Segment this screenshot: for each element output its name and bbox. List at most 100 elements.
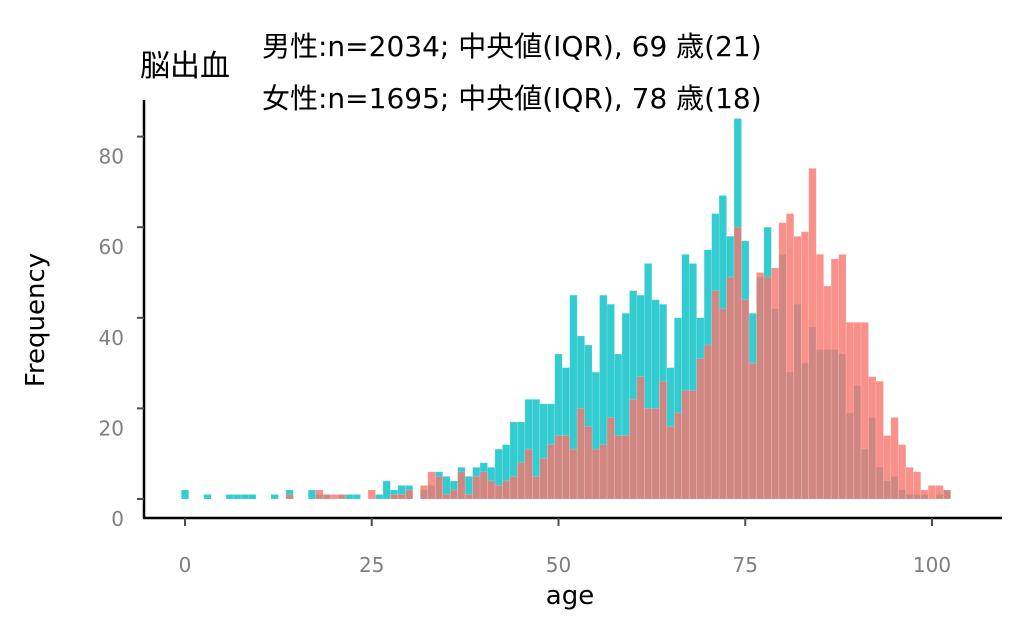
histogram-bar xyxy=(942,489,951,500)
y-axis-ticks: 0 20 40 60 80 xyxy=(99,135,144,531)
histogram-bar xyxy=(800,231,810,500)
histogram-bar xyxy=(853,322,862,500)
histogram-bar xyxy=(337,494,346,500)
histogram-bar xyxy=(868,376,877,500)
histogram-bar xyxy=(763,276,772,500)
histogram-bar xyxy=(845,322,854,500)
axes: 0 20 40 60 80 0 25 50 75 100 xyxy=(99,100,1002,577)
x-tick-label: 50 xyxy=(546,553,571,577)
x-tick-label: 100 xyxy=(913,553,951,577)
histogram-bar xyxy=(225,494,234,500)
histogram-bar xyxy=(419,485,429,500)
histogram-bar xyxy=(875,380,884,500)
histogram-bar xyxy=(830,258,839,500)
histogram-bar xyxy=(815,254,824,500)
histogram-bar xyxy=(561,435,571,500)
histogram-bar xyxy=(576,408,585,500)
histogram-bar xyxy=(741,299,750,500)
histogram-bar xyxy=(322,494,331,500)
histogram-bar xyxy=(397,494,406,500)
histogram-bar xyxy=(778,222,787,500)
y-tick-label: 80 xyxy=(99,145,124,169)
histogram-bar xyxy=(756,272,765,500)
histogram-bar xyxy=(479,471,488,500)
histogram-bar xyxy=(345,494,354,500)
histogram-bar xyxy=(681,389,690,500)
histogram-bar xyxy=(703,344,712,500)
histogram-bar xyxy=(375,494,384,500)
histogram-bar xyxy=(614,435,623,500)
histogram-bar xyxy=(330,494,339,500)
histogram-bar xyxy=(494,485,503,500)
chart-subtitle-male: 男性:n=2034; 中央値(IQR), 69 歳(21) xyxy=(262,30,762,63)
histogram-bar xyxy=(240,494,249,500)
x-tick-label: 75 xyxy=(733,553,758,577)
chart-subtitle-female: 女性:n=1695; 中央値(IQR), 78 歳(18) xyxy=(262,82,762,115)
histogram-bar xyxy=(673,412,683,500)
histogram-bar xyxy=(532,476,541,500)
histogram-bar xyxy=(382,480,391,500)
histogram-bar xyxy=(233,494,242,500)
histogram-bar xyxy=(644,408,653,500)
y-tick-label: 60 xyxy=(99,235,124,259)
histogram-bar xyxy=(554,435,563,500)
y-tick-label: 0 xyxy=(111,507,124,531)
histogram-bar xyxy=(307,489,317,500)
histogram-bar xyxy=(718,308,727,500)
histogram-bar xyxy=(405,489,414,500)
histogram-bar xyxy=(913,471,922,500)
histogram-bar xyxy=(434,476,444,500)
x-tick-label: 0 xyxy=(179,553,192,577)
histogram-bar xyxy=(546,444,556,500)
histogram-bar xyxy=(352,494,361,500)
histogram-bar xyxy=(487,480,496,500)
histogram-bar xyxy=(860,322,869,500)
histogram-bar xyxy=(524,448,533,500)
histogram-bar xyxy=(390,494,399,500)
y-tick-label: 40 xyxy=(99,326,124,350)
histogram-bar xyxy=(502,480,511,500)
histogram-bar xyxy=(457,471,466,500)
histogram-bar xyxy=(539,457,548,500)
y-tick-label: 20 xyxy=(99,416,124,440)
histogram-bar xyxy=(621,435,630,500)
histogram-bar xyxy=(786,213,795,500)
x-axis-title: age xyxy=(546,581,594,611)
histogram-bar xyxy=(606,417,615,500)
histogram-bar xyxy=(472,476,481,500)
histogram-bar xyxy=(890,417,899,500)
chart-title-group: 脳出血 男性:n=2034; 中央値(IQR), 69 歳(21) 女性:n=1… xyxy=(140,30,762,115)
histogram-bar xyxy=(449,489,458,500)
histogram-bar xyxy=(517,462,526,500)
histogram-bar xyxy=(823,285,832,500)
y-axis-title: Frequency xyxy=(21,253,51,387)
histogram-bar xyxy=(248,494,257,500)
x-tick-label: 25 xyxy=(359,553,384,577)
histogram-bar xyxy=(315,489,324,500)
histogram-bar xyxy=(726,276,735,500)
series-female-bars xyxy=(285,168,951,500)
histogram-bar xyxy=(838,254,847,500)
histogram-bar xyxy=(599,444,608,500)
histogram-bar xyxy=(464,494,473,500)
x-axis-ticks: 0 25 50 75 100 xyxy=(179,518,951,577)
histogram-bar xyxy=(808,168,817,500)
histogram-bar xyxy=(935,485,944,500)
histogram-bar xyxy=(905,466,914,500)
histogram-bar xyxy=(927,485,937,500)
histogram-bar xyxy=(659,380,668,500)
histogram-bar xyxy=(666,426,675,500)
histogram-bar xyxy=(569,448,578,500)
histogram-bar xyxy=(591,448,600,500)
histogram-bar xyxy=(748,362,757,500)
histogram-bar xyxy=(629,399,638,500)
histogram-bar xyxy=(442,494,451,500)
histogram-bar xyxy=(180,489,190,500)
histogram-bar xyxy=(367,489,376,500)
histogram-bar xyxy=(651,408,660,500)
histogram-bar xyxy=(636,376,645,500)
histogram-bar xyxy=(733,226,742,500)
histogram-bar xyxy=(793,235,802,500)
chart-title: 脳出血 xyxy=(140,49,230,84)
histogram-bar xyxy=(688,389,697,500)
